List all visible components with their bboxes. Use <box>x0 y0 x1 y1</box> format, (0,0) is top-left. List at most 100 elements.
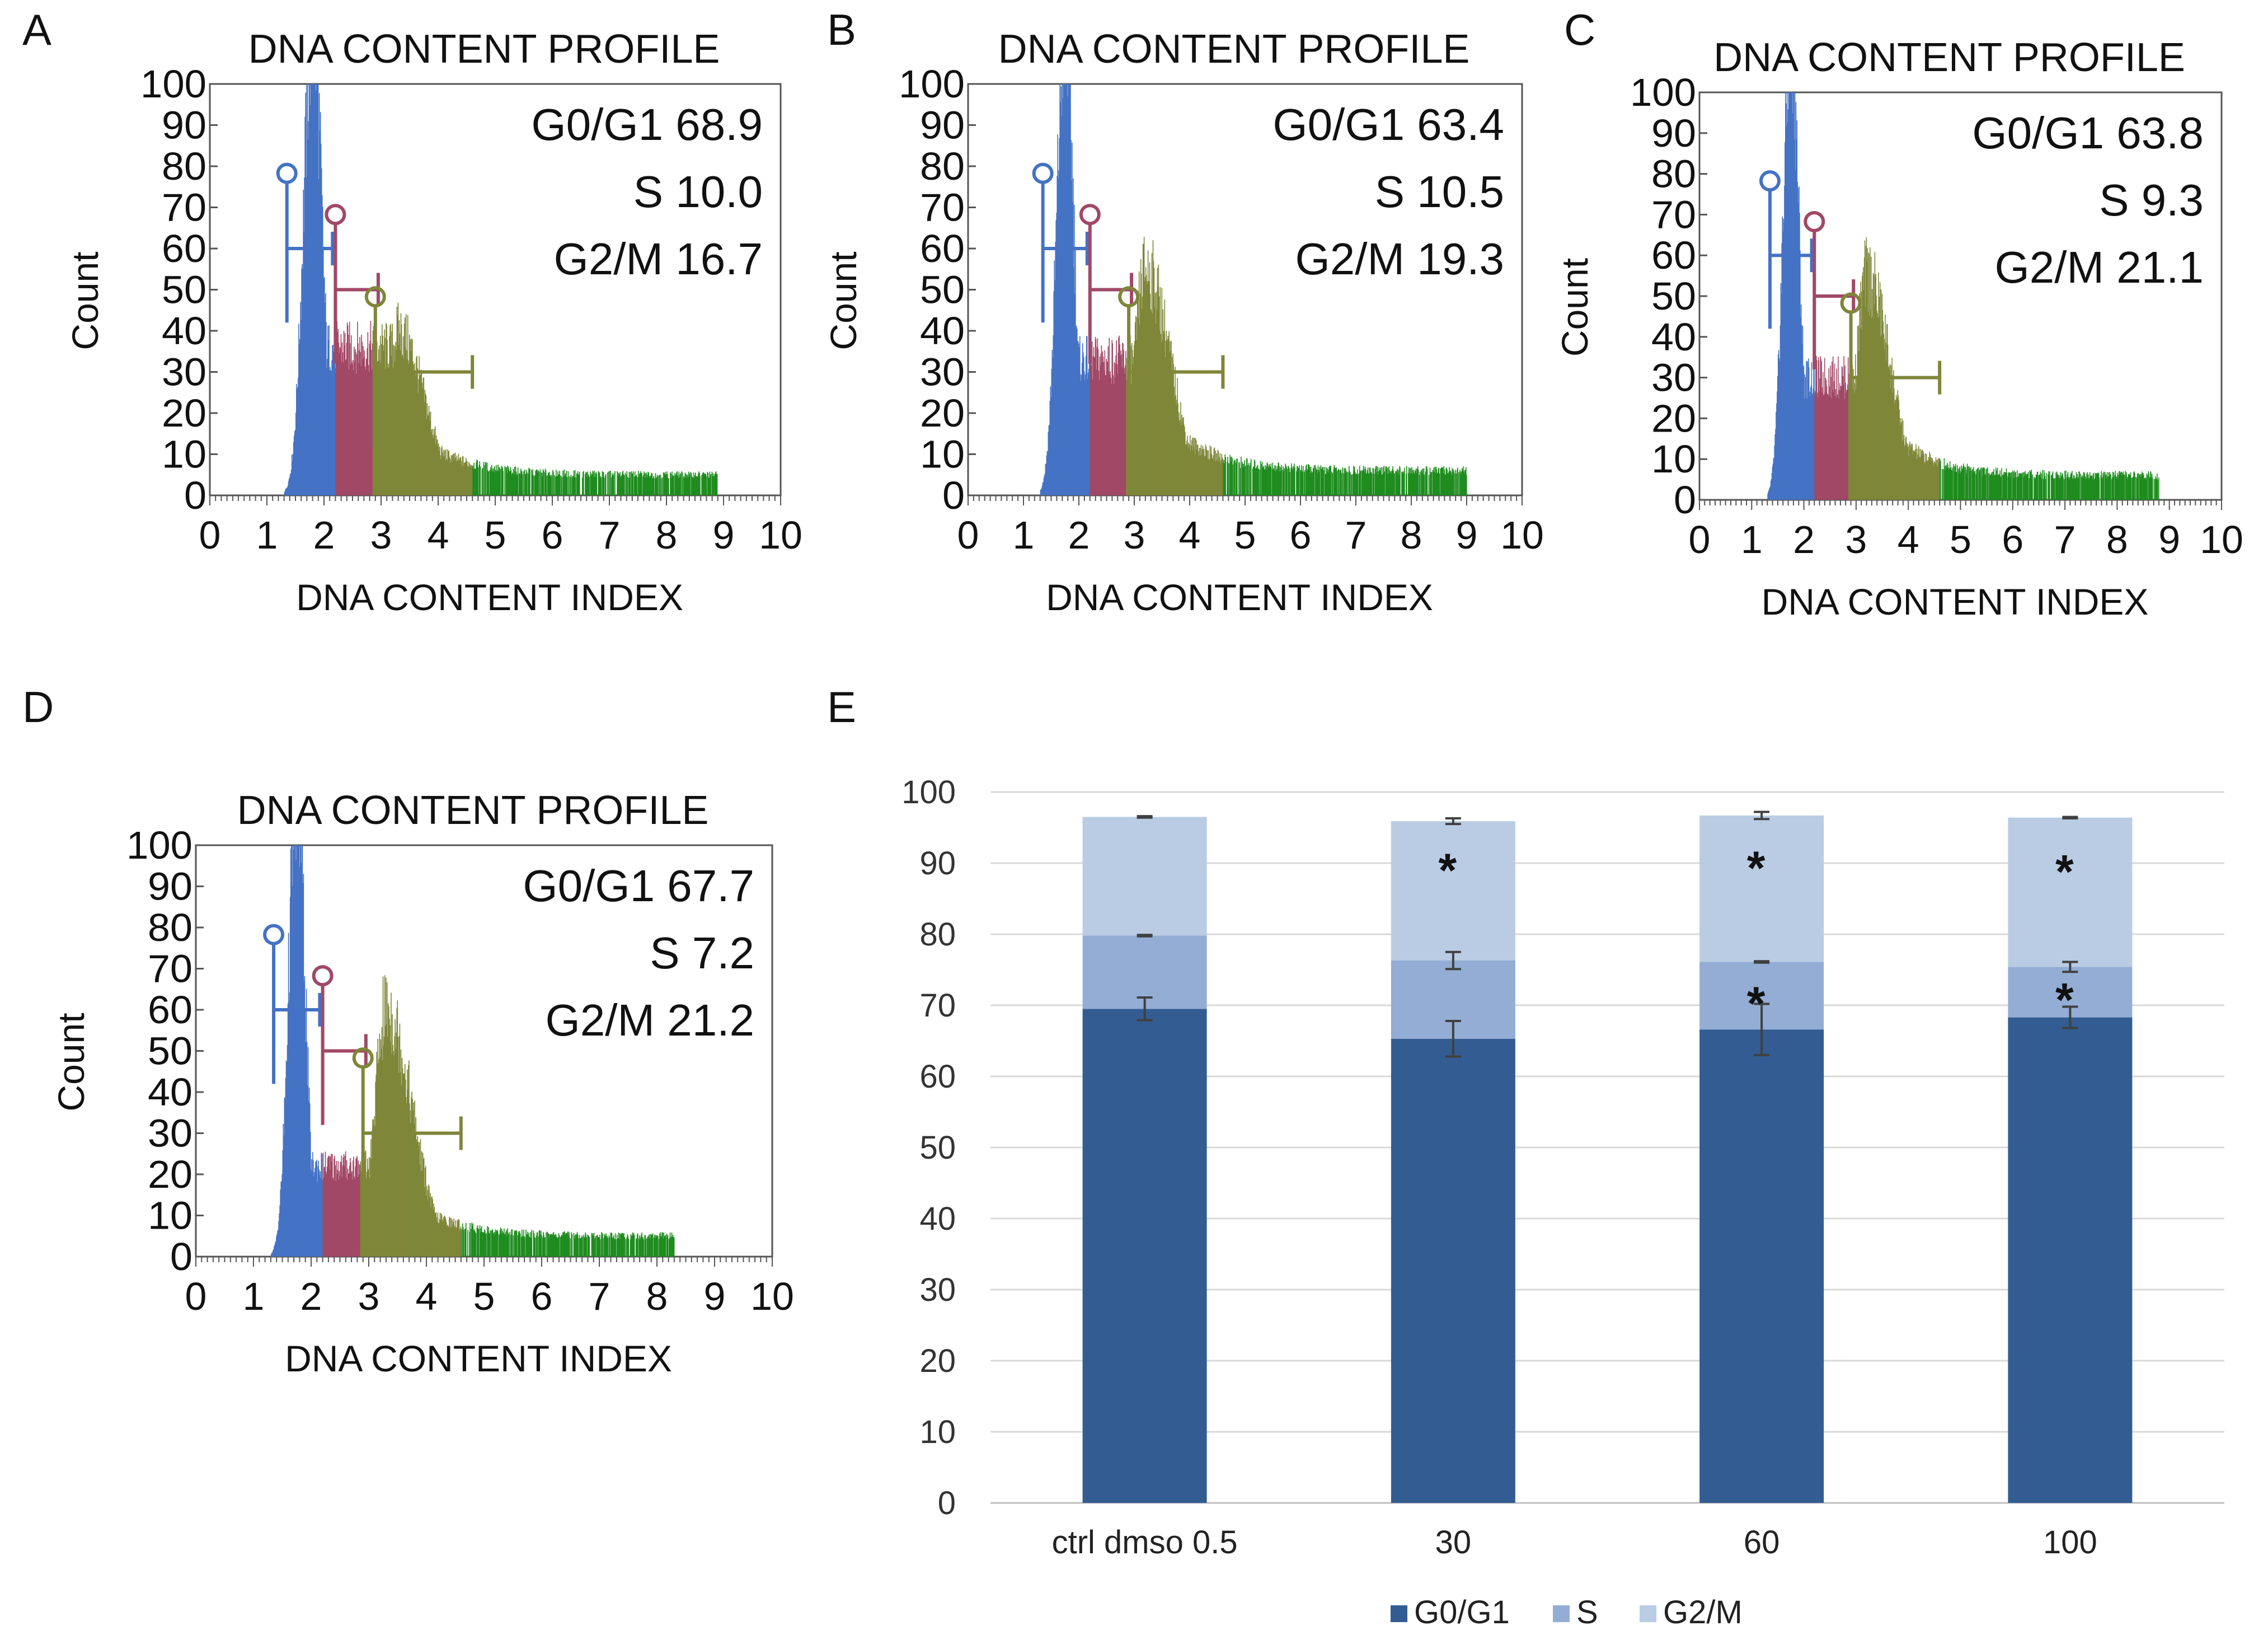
histogram-bin <box>443 456 444 495</box>
histogram-bin <box>2084 472 2086 500</box>
histogram-bin <box>420 1170 422 1257</box>
histogram-bin <box>1931 457 1932 500</box>
histogram-bin <box>434 1207 435 1257</box>
histogram-bin <box>421 1151 422 1257</box>
histogram-bin <box>636 477 638 495</box>
histogram-bin <box>613 1238 615 1257</box>
histogram-bin <box>2058 475 2059 500</box>
histogram-bin <box>506 1236 508 1257</box>
histogram-bin <box>1365 469 1367 495</box>
histogram-bin <box>655 1236 657 1257</box>
histogram-bin <box>2016 477 2017 500</box>
histogram-bin <box>1151 311 1152 495</box>
histogram-bin <box>618 472 619 495</box>
histogram-bin <box>1854 383 1856 500</box>
histogram-bin <box>1178 412 1180 495</box>
histogram-bin <box>359 1164 360 1257</box>
histogram-bin <box>1350 472 1351 495</box>
histogram-bin <box>1902 441 1903 500</box>
histogram-bin <box>650 476 652 495</box>
histogram-bin <box>1336 467 1337 495</box>
histogram-bin <box>1435 473 1436 495</box>
histogram-bin <box>445 460 446 495</box>
histogram-bin <box>440 1220 442 1257</box>
histogram-bin <box>1391 470 1392 495</box>
histogram-bin <box>320 1178 322 1257</box>
histogram-bin <box>421 1170 423 1257</box>
histogram-bin <box>1801 344 1803 500</box>
histogram-bin <box>450 1217 452 1257</box>
histogram-bin <box>623 474 624 495</box>
histogram-bin <box>437 1212 439 1257</box>
x-tick-label: 1 <box>1741 518 1763 561</box>
histogram-bin <box>1047 452 1049 495</box>
histogram-bin <box>297 388 298 495</box>
histogram-bin <box>571 1234 573 1257</box>
histogram-bin <box>573 470 575 495</box>
histogram-bin <box>457 1221 459 1257</box>
histogram-bin <box>593 1233 595 1257</box>
x-tick-label: 1 <box>256 513 278 557</box>
histogram-bin <box>2020 473 2021 500</box>
histogram-bin <box>1785 103 1787 500</box>
histogram-bin <box>523 471 524 495</box>
histogram-bin <box>1866 237 1867 500</box>
histogram-bin <box>2068 479 2070 500</box>
histogram-bin <box>340 334 342 495</box>
histogram-bin <box>345 360 346 495</box>
histogram-bin <box>632 1234 634 1257</box>
histogram-bin <box>1459 470 1461 495</box>
histogram-bin <box>1920 455 1922 500</box>
histogram-bin <box>471 465 472 495</box>
histogram-bin <box>1940 461 1941 500</box>
histogram-bin <box>1242 462 1243 495</box>
histogram-bin <box>629 477 631 495</box>
phase-stat-value: 63.8 <box>2116 108 2204 158</box>
histogram-bin <box>1124 368 1125 495</box>
histogram-bin <box>1149 294 1151 495</box>
histogram-bin <box>1223 462 1224 495</box>
histogram-bin <box>1250 458 1252 495</box>
histogram-bin <box>1165 340 1167 495</box>
histogram-bin <box>1962 466 1964 500</box>
histogram-bin <box>286 1061 288 1257</box>
histogram-bin <box>502 1234 504 1257</box>
histogram-bin <box>496 471 497 495</box>
histogram-bin <box>1410 474 1411 495</box>
histogram-bin <box>2003 471 2005 500</box>
histogram-bin <box>441 448 442 495</box>
histogram-bin <box>503 1232 504 1257</box>
histogram-bin <box>285 1060 287 1257</box>
histogram-bin <box>1449 467 1450 495</box>
histogram-bin <box>429 411 430 495</box>
histogram-bin <box>539 469 541 495</box>
histogram-bin <box>611 1233 612 1257</box>
histogram-bin <box>1828 395 1829 500</box>
histogram-bin <box>500 1233 502 1257</box>
histogram-bin <box>1166 331 1167 495</box>
histogram-bin <box>1863 267 1864 500</box>
histogram-bin <box>463 1230 464 1257</box>
x-category-label: 30 <box>1435 1524 1472 1561</box>
histogram-bin <box>428 1184 429 1257</box>
x-axis-ticks: 0 1 2 3 4 5 6 7 8 9 10 <box>1689 500 2243 561</box>
histogram-bin <box>351 364 353 495</box>
histogram-bin <box>1833 392 1834 500</box>
histogram-bin <box>1815 369 1816 500</box>
histogram-bin <box>630 1234 632 1257</box>
histogram-bin <box>1227 457 1228 495</box>
histogram-bin <box>396 306 398 495</box>
histogram-bin <box>1335 468 1336 495</box>
histogram-bin <box>326 368 327 495</box>
histogram-bin <box>1787 122 1788 500</box>
histogram-bin <box>1360 471 1361 495</box>
histogram-bin <box>1074 293 1076 495</box>
histogram-bin <box>443 1217 444 1257</box>
histogram-bin <box>380 1039 382 1257</box>
histogram-bin <box>2142 471 2143 500</box>
histogram-bin <box>1245 465 1246 495</box>
histogram-bin <box>342 362 344 495</box>
y-tick-label: 100 <box>901 774 956 811</box>
histogram-bin <box>325 1171 327 1257</box>
